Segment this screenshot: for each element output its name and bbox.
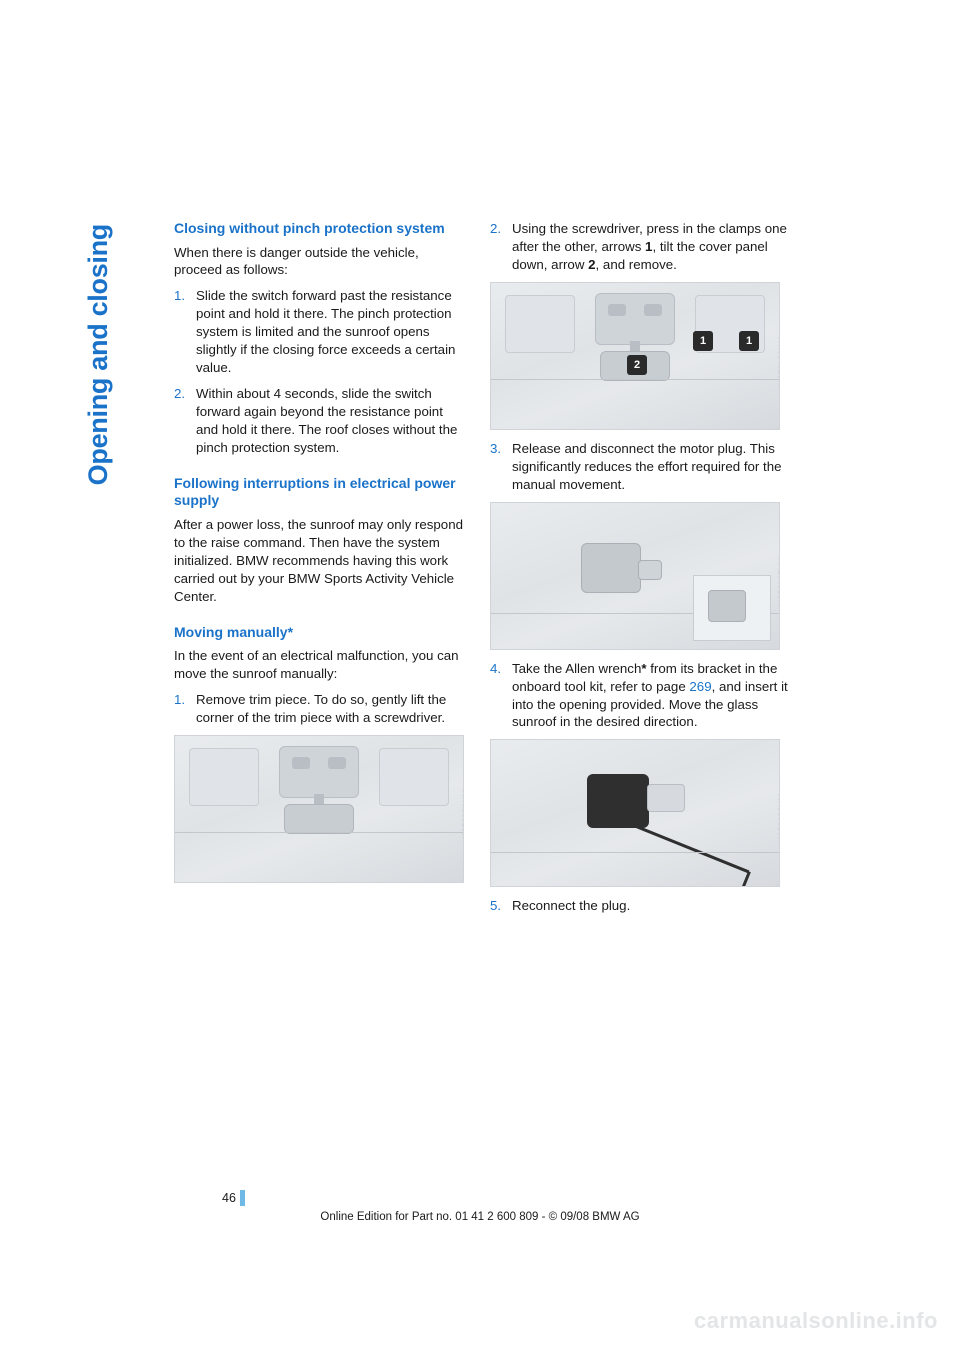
roof-line bbox=[175, 832, 463, 833]
list-item: 2. Using the screwdriver, press in the c… bbox=[490, 220, 790, 274]
list-item: 1. Slide the switch forward past the res… bbox=[174, 287, 464, 377]
list-text: Slide the switch forward past the resist… bbox=[196, 288, 455, 375]
content-columns: Closing without pinch protection system … bbox=[174, 220, 880, 923]
heading-closing-without-pinch: Closing without pinch protection system bbox=[174, 220, 464, 238]
motor-shape bbox=[581, 543, 641, 593]
list-marker: 1. bbox=[174, 287, 185, 305]
list-text: Within about 4 seconds, slide the switch… bbox=[196, 386, 457, 455]
list-marker: 5. bbox=[490, 897, 501, 915]
footer-copyright: Online Edition for Part no. 01 41 2 600 … bbox=[0, 1210, 960, 1226]
list-item: 3. Release and disconnect the motor plug… bbox=[490, 440, 790, 494]
visor-shape bbox=[505, 295, 575, 353]
section-side-title: Opening and closing bbox=[80, 224, 116, 485]
page-ref-link[interactable]: 269 bbox=[689, 679, 711, 694]
ordered-list: 3. Release and disconnect the motor plug… bbox=[490, 440, 790, 494]
ordered-list: 4. Take the Allen wrench* from its brack… bbox=[490, 660, 790, 732]
watermark: carmanualsonline.info bbox=[694, 1306, 938, 1336]
figure-inset bbox=[693, 575, 771, 641]
figure-code: M056100XM bbox=[778, 336, 780, 386]
list-marker: 3. bbox=[490, 440, 501, 458]
ordered-list: 1. Remove trim piece. To do so, gently l… bbox=[174, 691, 464, 727]
list-item: 4. Take the Allen wrench* from its brack… bbox=[490, 660, 790, 732]
right-column: 2. Using the screwdriver, press in the c… bbox=[490, 220, 790, 923]
figure-trim-removal: M056100XM bbox=[174, 735, 464, 883]
heading-power-supply: Following interruptions in electrical po… bbox=[174, 475, 464, 510]
visor-shape bbox=[379, 748, 449, 806]
arrow-badge-1b: 1 bbox=[739, 331, 759, 351]
manual-page: Opening and closing Closing without pinc… bbox=[0, 0, 960, 1358]
figure-motor-plug: M056107XM bbox=[490, 502, 780, 650]
list-text: Using the screwdriver, press in the clam… bbox=[512, 221, 787, 272]
text-run: Take the Allen wrench bbox=[512, 661, 641, 676]
console-shape bbox=[595, 293, 675, 345]
paragraph: In the event of an electrical malfunctio… bbox=[174, 647, 464, 683]
paragraph: When there is danger outside the vehicle… bbox=[174, 244, 464, 280]
list-text: Take the Allen wrench* from its bracket … bbox=[512, 661, 788, 730]
text-run: , and remove. bbox=[596, 257, 677, 272]
list-text: Release and disconnect the motor plug. T… bbox=[512, 441, 782, 492]
mirror-shape bbox=[284, 804, 354, 834]
left-column: Closing without pinch protection system … bbox=[174, 220, 464, 923]
ordered-list: 5. Reconnect the plug. bbox=[490, 897, 790, 915]
list-text: Reconnect the plug. bbox=[512, 898, 630, 913]
visor-shape bbox=[189, 748, 259, 806]
console-shape bbox=[279, 746, 359, 798]
heading-moving-manually: Moving manually* bbox=[174, 624, 464, 642]
roof-line bbox=[491, 852, 779, 853]
paragraph: After a power loss, the sunroof may only… bbox=[174, 516, 464, 606]
page-number-bar-icon bbox=[240, 1190, 245, 1206]
arrow-badge-2: 2 bbox=[627, 355, 647, 375]
ordered-list: 2. Using the screwdriver, press in the c… bbox=[490, 220, 790, 274]
figure-clamps: 1 1 2 M056100XM bbox=[490, 282, 780, 430]
list-item: 1. Remove trim piece. To do so, gently l… bbox=[174, 691, 464, 727]
list-item: 5. Reconnect the plug. bbox=[490, 897, 790, 915]
list-marker: 4. bbox=[490, 660, 501, 678]
list-text: Remove trim piece. To do so, gently lift… bbox=[196, 692, 446, 725]
figure-code: M056107XM bbox=[778, 556, 780, 606]
list-marker: 2. bbox=[174, 385, 185, 403]
list-item: 2. Within about 4 seconds, slide the swi… bbox=[174, 385, 464, 457]
roof-line bbox=[491, 379, 779, 380]
bold-ref: 2 bbox=[588, 257, 595, 272]
wrench-handle-shape bbox=[618, 818, 749, 873]
arrow-badge-1: 1 bbox=[693, 331, 713, 351]
figure-code: M056100XM bbox=[462, 789, 464, 839]
ordered-list: 1. Slide the switch forward past the res… bbox=[174, 287, 464, 456]
figure-allen-wrench: M056108XM bbox=[490, 739, 780, 887]
list-marker: 1. bbox=[174, 691, 185, 709]
list-marker: 2. bbox=[490, 220, 501, 238]
page-number: 46 bbox=[222, 1190, 245, 1207]
page-number-value: 46 bbox=[222, 1190, 236, 1207]
figure-code: M056108XM bbox=[778, 794, 780, 844]
